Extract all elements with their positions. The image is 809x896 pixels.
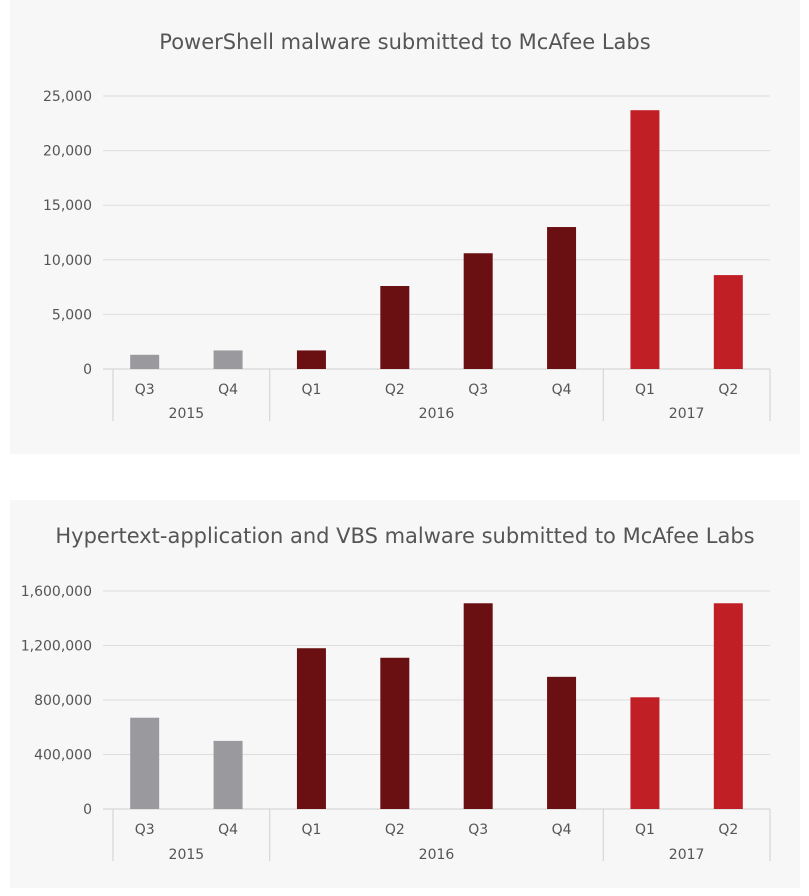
bar <box>630 110 660 370</box>
y-tick-label: 0 <box>83 362 92 378</box>
x-tick-label: Q4 <box>218 822 238 838</box>
x-tick-label: Q4 <box>552 382 572 398</box>
bar <box>213 740 243 809</box>
bar <box>380 286 410 369</box>
chart-panel-hta-vbs: Hypertext-application and VBS malware su… <box>10 500 800 888</box>
y-tick-label: 800,000 <box>34 693 92 709</box>
group-label: 2016 <box>419 847 455 863</box>
y-tick-label: 25,000 <box>43 89 92 105</box>
group-label: 2015 <box>169 847 205 863</box>
chart-panel-powershell: PowerShell malware submitted to McAfee L… <box>10 0 800 454</box>
bar <box>630 697 660 809</box>
chart-title: Hypertext-application and VBS malware su… <box>55 524 755 548</box>
bar <box>463 603 493 809</box>
bar <box>380 657 410 809</box>
bar <box>547 227 577 369</box>
y-tick-label: 400,000 <box>34 748 92 764</box>
x-tick-label: Q1 <box>301 382 321 398</box>
bar <box>213 350 243 369</box>
x-tick-label: Q1 <box>635 382 655 398</box>
x-tick-label: Q3 <box>135 382 155 398</box>
x-tick-label: Q1 <box>301 822 321 838</box>
bar <box>296 648 326 809</box>
group-label: 2016 <box>419 406 455 422</box>
y-tick-label: 20,000 <box>43 144 92 160</box>
bar-chart-powershell: 0 5,000 10,000 15,000 20,000 25,000 Q3 Q4 Q1 Q2 Q3… <box>43 89 771 422</box>
y-tick-label: 1,200,000 <box>21 639 92 655</box>
x-tick-label: Q2 <box>385 822 405 838</box>
bar <box>296 350 326 369</box>
bar <box>713 275 743 369</box>
group-label: 2017 <box>669 847 705 863</box>
bar <box>713 603 743 809</box>
x-tick-label: Q1 <box>635 822 655 838</box>
bar-chart-hta-vbs: 0 400,000 800,000 1,200,000 1,600,000 Q3 Q4 Q1 Q… <box>21 584 771 863</box>
group-label: 2015 <box>169 406 205 422</box>
y-tick-label: 10,000 <box>43 253 92 269</box>
x-tick-label: Q2 <box>718 822 738 838</box>
x-tick-label: Q3 <box>468 822 488 838</box>
y-tick-label: 5,000 <box>52 307 92 323</box>
x-tick-label: Q3 <box>135 822 155 838</box>
x-tick-label: Q4 <box>552 822 572 838</box>
x-tick-label: Q2 <box>385 382 405 398</box>
x-tick-label: Q4 <box>218 382 238 398</box>
y-tick-label: 15,000 <box>43 198 92 214</box>
y-tick-label: 1,600,000 <box>21 584 92 600</box>
bar <box>130 717 160 809</box>
chart-title: PowerShell malware submitted to McAfee L… <box>159 30 651 54</box>
bar <box>463 253 493 369</box>
x-tick-label: Q3 <box>468 382 488 398</box>
y-tick-label: 0 <box>83 802 92 818</box>
x-tick-label: Q2 <box>718 382 738 398</box>
bar <box>130 354 160 369</box>
bar <box>547 676 577 809</box>
group-label: 2017 <box>669 406 705 422</box>
